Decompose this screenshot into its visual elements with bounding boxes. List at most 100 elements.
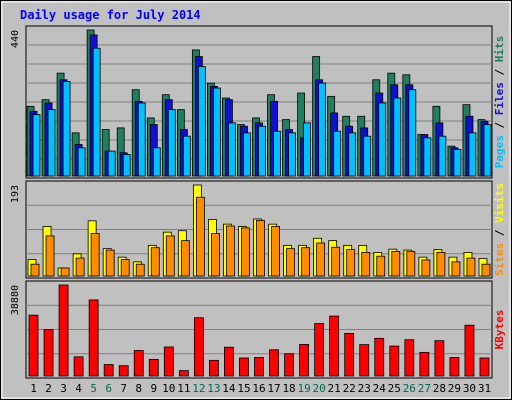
y-tick-label: 440 — [10, 30, 21, 48]
x-tick-label: 5 — [90, 382, 97, 395]
bar-kbytes-day-20 — [314, 323, 325, 377]
bar-sites-day-9 — [150, 247, 160, 277]
legend-hits: Hits — [493, 36, 506, 63]
x-tick-label: 24 — [373, 382, 387, 395]
bar-kbytes-day-30 — [464, 324, 475, 377]
bar-pages-day-23 — [363, 135, 372, 177]
bar-sites-day-17 — [271, 226, 280, 277]
bar-kbytes-day-1 — [28, 314, 39, 377]
bar-pages-day-10 — [167, 109, 176, 177]
bar-kbytes-day-25 — [389, 345, 400, 377]
bar-pages-day-4 — [77, 147, 86, 177]
bar-pages-day-14 — [228, 122, 236, 177]
x-tick-label: 15 — [237, 382, 250, 395]
x-tick-label: 31 — [478, 382, 491, 395]
bar-sites-day-1 — [30, 263, 40, 277]
bar-kbytes-day-8 — [133, 350, 144, 377]
x-tick-label: 19 — [297, 382, 310, 395]
bar-pages-day-21 — [333, 130, 342, 177]
bar-pages-day-20 — [318, 82, 327, 177]
x-tick-label: 11 — [177, 382, 190, 395]
bar-sites-day-23 — [361, 252, 371, 277]
right-axis-label: Pages / Files / Hits — [493, 36, 506, 169]
bar-pages-day-3 — [62, 81, 71, 177]
bar-kbytes-day-24 — [374, 337, 385, 377]
bar-sites-day-20 — [316, 242, 326, 277]
bar-pages-day-1 — [32, 114, 41, 177]
bar-kbytes-day-28 — [434, 340, 445, 377]
bar-sites-day-31 — [481, 263, 491, 277]
y-tick-label: 38880 — [10, 285, 21, 315]
bar-sites-day-11 — [180, 240, 190, 277]
bar-kbytes-day-31 — [479, 357, 490, 377]
bar-pages-day-19 — [303, 122, 311, 177]
bar-pages-day-29 — [453, 149, 462, 177]
bar-kbytes-day-7 — [118, 365, 129, 377]
x-tick-label: 22 — [343, 382, 356, 395]
x-tick-label: 8 — [135, 382, 142, 395]
bar-kbytes-day-2 — [43, 329, 54, 377]
x-tick-label: 2 — [45, 382, 52, 395]
bar-sites-day-2 — [45, 235, 55, 277]
bar-kbytes-day-27 — [419, 351, 430, 377]
bar-kbytes-day-29 — [449, 357, 460, 377]
bar-sites-day-26 — [406, 251, 416, 277]
bar-kbytes-day-16 — [254, 357, 264, 377]
bar-pages-day-8 — [137, 102, 146, 177]
bar-kbytes-day-13 — [209, 359, 219, 377]
x-tick-label: 6 — [105, 382, 112, 395]
bar-kbytes-day-23 — [359, 344, 370, 377]
bar-pages-day-12 — [197, 66, 206, 177]
legend-sites: Sites — [493, 243, 506, 276]
x-tick-label: 14 — [222, 382, 236, 395]
x-tick-label: 3 — [60, 382, 67, 395]
bar-pages-day-17 — [273, 130, 281, 177]
x-tick-label: 23 — [358, 382, 371, 395]
bar-pages-day-5 — [92, 47, 101, 177]
bar-kbytes-day-17 — [269, 349, 279, 377]
bar-kbytes-day-26 — [404, 339, 415, 377]
bar-sites-day-12 — [195, 196, 205, 277]
bar-sites-day-16 — [256, 219, 265, 277]
bar-sites-day-24 — [376, 255, 386, 277]
hits-files-pages-panel: 440 — [10, 25, 493, 179]
bar-pages-day-26 — [408, 89, 417, 177]
bar-pages-day-16 — [258, 125, 266, 177]
bar-sites-day-4 — [75, 257, 85, 277]
bar-kbytes-day-22 — [344, 333, 355, 377]
x-tick-label: 20 — [313, 382, 326, 395]
bar-kbytes-day-9 — [148, 358, 159, 377]
bar-pages-day-7 — [122, 154, 131, 177]
x-tick-label: 18 — [282, 382, 295, 395]
bar-sites-day-19 — [301, 247, 310, 277]
x-axis-day-labels: 1 2 3 4 5 6 7 8 9 10 11 12 13 14 15 16 17 18 19 20 21 22 23 24 2… — [30, 382, 491, 395]
x-tick-label: 7 — [120, 382, 127, 395]
bar-pages-day-31 — [483, 124, 492, 177]
bar-kbytes-day-14 — [224, 346, 234, 377]
y-tick-label: 193 — [10, 185, 21, 203]
bar-pages-day-24 — [378, 102, 387, 177]
x-tick-label: 16 — [252, 382, 265, 395]
bar-kbytes-day-12 — [193, 317, 204, 377]
bar-sites-day-27 — [421, 259, 431, 277]
x-tick-label: 25 — [388, 382, 401, 395]
x-tick-label: 9 — [150, 382, 157, 395]
x-tick-label: 1 — [30, 382, 37, 395]
bar-pages-day-25 — [393, 97, 402, 177]
x-tick-label: 29 — [448, 382, 461, 395]
x-tick-label: 12 — [192, 382, 205, 395]
legend-pages: Pages — [493, 135, 506, 168]
bar-pages-day-6 — [107, 150, 116, 177]
bar-sites-day-21 — [331, 246, 341, 277]
bar-sites-day-28 — [436, 252, 446, 277]
kbytes-panel: 38880 — [10, 280, 493, 379]
bar-pages-day-11 — [182, 135, 191, 177]
bar-kbytes-day-21 — [329, 315, 340, 377]
visits-sites-panel: 193 — [10, 180, 493, 279]
bar-kbytes-day-19 — [299, 344, 309, 377]
right-axis-label: KBytes — [493, 310, 506, 350]
bar-sites-day-3 — [60, 267, 70, 277]
legend-visits: Visits — [493, 183, 506, 223]
